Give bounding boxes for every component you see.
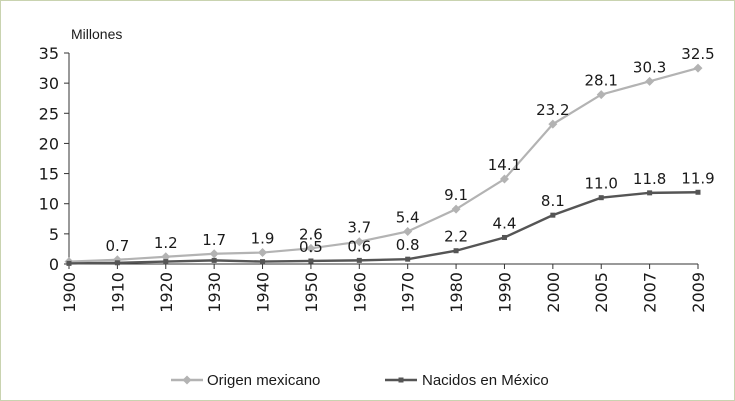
x-tick-label: 1940	[254, 272, 273, 313]
data-point-marker	[550, 212, 556, 218]
x-tick-label: 2000	[544, 272, 563, 313]
y-tick-label: 20	[39, 134, 59, 153]
x-tick-label: 1910	[108, 272, 127, 313]
data-point-marker	[308, 258, 314, 264]
x-tick-label: 1990	[495, 272, 514, 313]
legend-swatch-marker	[182, 375, 192, 385]
y-tick-label: 15	[39, 165, 59, 184]
data-label: 4.4	[493, 214, 517, 232]
data-label: 1.9	[251, 230, 275, 248]
y-tick-label: 25	[39, 104, 59, 123]
data-point-marker	[403, 226, 413, 236]
data-point-marker	[501, 234, 507, 240]
data-point-marker	[693, 63, 703, 73]
y-tick-label: 30	[39, 74, 59, 93]
data-point-marker	[163, 259, 169, 265]
data-point-marker	[258, 248, 268, 258]
y-tick-label: 35	[39, 44, 59, 63]
data-label: 30.3	[633, 58, 666, 76]
data-point-marker	[161, 252, 171, 262]
legend-item: Nacidos en México	[385, 372, 549, 389]
data-point-marker	[114, 260, 120, 266]
data-point-marker	[451, 204, 461, 214]
data-point-marker	[66, 260, 72, 266]
legend-swatch-marker	[398, 377, 404, 383]
data-label: 0.7	[105, 237, 129, 255]
data-label: 0.8	[396, 236, 420, 254]
data-point-marker	[354, 237, 364, 247]
data-label: 1.2	[154, 234, 178, 252]
data-label: 11.0	[585, 175, 618, 193]
x-tick-label: 2007	[641, 272, 660, 313]
data-label: 2.2	[444, 228, 468, 246]
data-label: 23.2	[536, 101, 569, 119]
data-point-marker	[356, 257, 362, 263]
x-tick-label: 1950	[302, 272, 321, 313]
y-tick-label: 10	[39, 195, 59, 214]
data-label: 0.6	[347, 237, 371, 255]
data-point-marker	[306, 243, 316, 253]
data-label: 14.1	[488, 156, 521, 174]
x-tick-label: 1930	[205, 272, 224, 313]
x-tick-label: 1970	[399, 272, 418, 313]
data-point-marker	[260, 259, 266, 265]
data-point-marker	[209, 249, 219, 259]
data-label: 8.1	[541, 192, 565, 210]
data-label: 9.1	[444, 186, 468, 204]
legend-label: Nacidos en México	[422, 372, 549, 389]
x-tick-label: 1920	[157, 272, 176, 313]
data-label: 11.9	[681, 169, 714, 187]
data-label: 2.6	[299, 225, 323, 243]
series-line-nacidos-en-mexico	[68, 191, 699, 265]
legend: Origen mexicano Nacidos en México	[171, 372, 549, 389]
x-tick-label: 1980	[447, 272, 466, 313]
x-tick-label: 2009	[689, 272, 708, 313]
x-tick-label: 1900	[60, 272, 79, 313]
data-point-marker	[596, 90, 606, 100]
data-point-marker	[499, 174, 509, 184]
data-point-marker	[453, 248, 459, 254]
data-point-marker	[548, 119, 558, 129]
data-point-marker	[211, 257, 217, 263]
x-tick-label: 2005	[592, 272, 611, 313]
y-axis-label: Millones	[71, 26, 122, 42]
data-label: 28.1	[585, 72, 618, 90]
x-tick-label: 1960	[350, 272, 369, 313]
data-label: 32.5	[681, 45, 714, 63]
y-tick-label: 5	[49, 225, 59, 244]
y-tick-label: 0	[49, 255, 59, 274]
data-label: 0.5	[299, 238, 323, 256]
data-label: 1.7	[202, 231, 226, 249]
series-line-origen-mexicano	[68, 67, 699, 263]
data-label: 3.7	[347, 219, 371, 237]
data-point-marker	[647, 190, 653, 196]
data-label: 5.4	[396, 208, 420, 226]
legend-label: Origen mexicano	[207, 372, 320, 389]
data-point-marker	[695, 189, 701, 195]
data-labels: 0.7 1.2 1.7 1.9 2.6 3.7 5.4 9.1 14.1 23.2 28.1 30.3…	[105, 45, 714, 256]
data-label: 11.8	[633, 170, 666, 188]
chart-axes: 0 5 10 15 20 25 30 35 1900 1910 1920 1930 1940 1950 19…	[39, 44, 708, 313]
data-point-marker	[598, 195, 604, 201]
data-point-marker	[405, 256, 411, 262]
legend-item: Origen mexicano	[171, 372, 320, 389]
data-point-marker	[645, 76, 655, 86]
series-layer	[64, 63, 703, 267]
